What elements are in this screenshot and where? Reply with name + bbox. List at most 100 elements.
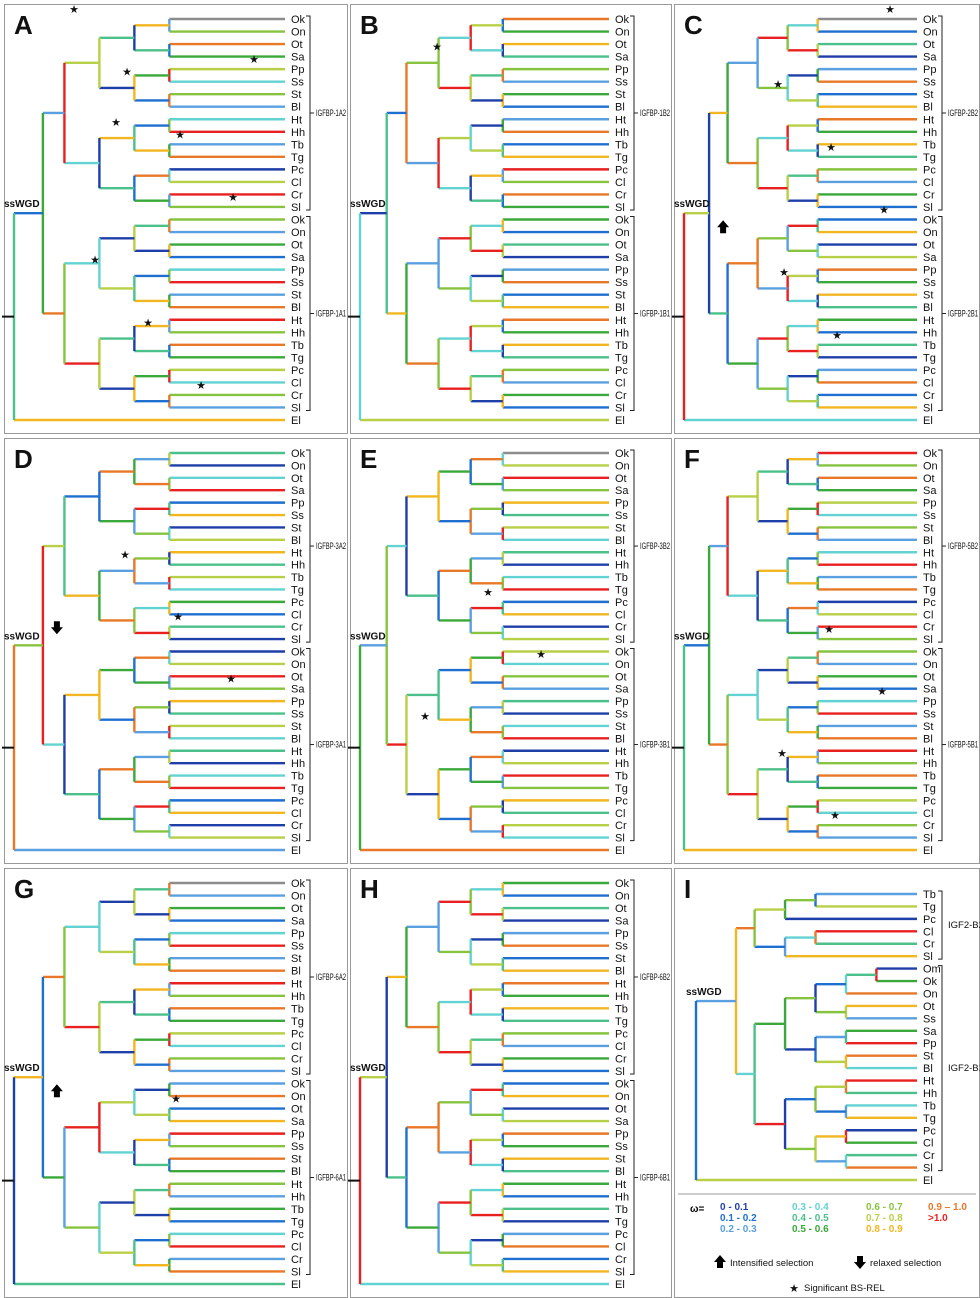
- clade-bracket: [306, 1080, 311, 1275]
- clade-bracket: [938, 648, 943, 842]
- taxon-label: Hh: [615, 758, 629, 770]
- taxon-label: Hh: [291, 560, 305, 572]
- taxon-label: Tb: [291, 771, 304, 783]
- significant-star-icon: ★: [120, 549, 130, 562]
- taxon-label: Ht: [615, 746, 626, 758]
- taxon-label: On: [291, 891, 306, 903]
- taxon-label: Cr: [615, 1254, 627, 1266]
- taxon-label: Hh: [291, 127, 305, 139]
- taxon-label: Hh: [291, 1191, 305, 1203]
- taxon-label: Om: [923, 964, 941, 976]
- taxon-label: Ot: [291, 903, 303, 915]
- significant-star-icon: ★: [483, 586, 493, 599]
- taxon-label: El: [291, 1279, 301, 1291]
- taxon-label: Cr: [923, 1150, 935, 1162]
- taxon-label: Bl: [291, 302, 301, 314]
- taxon-label: Ss: [291, 941, 304, 953]
- taxon-label: Sa: [615, 916, 629, 928]
- taxon-label: Ht: [291, 547, 302, 559]
- taxon-label: Pp: [291, 265, 304, 277]
- taxon-label: St: [615, 522, 625, 534]
- taxon-label: Pp: [923, 1038, 936, 1050]
- taxon-label: Pp: [615, 1129, 628, 1141]
- taxon-label: Sl: [923, 402, 933, 414]
- taxon-label: Sl: [291, 1066, 301, 1078]
- clade-bracket: [938, 890, 943, 960]
- clade-bracket: [306, 879, 311, 1075]
- taxon-label: Tg: [291, 584, 304, 596]
- taxon-label: Ot: [923, 240, 935, 252]
- taxon-label: Sa: [615, 1116, 629, 1128]
- taxon-label: St: [291, 953, 301, 965]
- panel-h: H OkOnOtSaPpSsStBlHtHhTbTgPcClCrSlOkOnOtS…: [348, 868, 672, 1298]
- gene-group-label: IGFBP-3B2: [640, 541, 670, 552]
- taxon-label: Ot: [615, 39, 627, 51]
- clade-bracket: [630, 648, 635, 842]
- taxon-label: El: [615, 1279, 625, 1291]
- panel-letter: F: [684, 444, 700, 474]
- taxon-label: Ss: [291, 277, 304, 289]
- taxon-label: Cr: [291, 189, 303, 201]
- taxon-label: St: [923, 721, 933, 733]
- taxon-label: Cr: [291, 820, 303, 832]
- taxon-label: Cl: [923, 377, 933, 389]
- taxon-label: Sa: [615, 684, 629, 696]
- taxon-label: Hh: [615, 1191, 629, 1203]
- taxon-label: Bl: [923, 1063, 933, 1075]
- sswgd-label: ssWGD: [686, 987, 722, 998]
- significant-star-icon: ★: [779, 266, 789, 279]
- taxon-label: Cl: [291, 377, 301, 389]
- taxon-label: On: [923, 27, 938, 39]
- taxon-label: Sa: [291, 485, 305, 497]
- taxon-label: Pc: [923, 1125, 936, 1137]
- clade-bracket: [630, 879, 635, 1075]
- clade-bracket: [938, 15, 943, 211]
- taxon-label: Ht: [291, 315, 302, 327]
- taxon-label: Tb: [923, 340, 936, 352]
- sswgd-label: ssWGD: [350, 199, 386, 210]
- taxon-label: Ht: [291, 114, 302, 126]
- panel-border: [350, 4, 672, 434]
- significant-star-icon: ★: [885, 3, 895, 16]
- omega-label: ω=: [690, 1204, 704, 1215]
- taxon-label: On: [923, 988, 938, 1000]
- taxon-label: Sa: [923, 684, 937, 696]
- taxon-label: Ot: [923, 473, 935, 485]
- taxon-label: Ss: [291, 709, 304, 721]
- taxon-label: On: [615, 227, 630, 239]
- sswgd-label: ssWGD: [350, 631, 386, 642]
- taxon-label: Ss: [615, 277, 628, 289]
- taxon-label: Cl: [923, 609, 933, 621]
- taxon-label: Tb: [615, 139, 628, 151]
- taxon-label: Pp: [923, 498, 936, 510]
- taxon-label: Sa: [923, 1026, 937, 1038]
- gene-group-label: IGFBP-3A1: [316, 740, 346, 751]
- panel-letter: B: [360, 10, 379, 40]
- taxon-label: Ht: [615, 315, 626, 327]
- omega-bin-label: 0.3 - 0.4: [792, 1202, 829, 1213]
- taxon-label: Ht: [615, 547, 626, 559]
- significant-star-icon: ★: [90, 254, 100, 267]
- clade-bracket: [306, 15, 311, 211]
- taxon-label: Ss: [923, 709, 936, 721]
- taxon-label: Bl: [923, 535, 933, 547]
- sswgd-label: ssWGD: [674, 199, 710, 210]
- taxon-label: Cr: [615, 622, 627, 634]
- significant-star-icon: ★: [69, 3, 79, 16]
- taxon-label: Ot: [291, 473, 303, 485]
- taxon-label: Ok: [615, 647, 630, 659]
- gene-group-label: IGFBP-1B1: [640, 308, 670, 319]
- significant-star-icon: ★: [879, 204, 889, 217]
- taxon-label: Cl: [291, 609, 301, 621]
- taxon-label: Cr: [923, 820, 935, 832]
- omega-bin-label: 0 - 0.1: [720, 1202, 749, 1213]
- intensified-selection-label: Intensified selection: [730, 1258, 813, 1269]
- taxon-label: Hh: [615, 560, 629, 572]
- taxon-label: Cr: [923, 939, 935, 951]
- intensified-arrow-icon: [714, 1255, 726, 1268]
- taxon-label: On: [291, 27, 306, 39]
- taxon-label: Cr: [615, 820, 627, 832]
- taxon-label: Cr: [923, 390, 935, 402]
- taxon-label: Cl: [923, 808, 933, 820]
- taxon-label: Cr: [291, 1254, 303, 1266]
